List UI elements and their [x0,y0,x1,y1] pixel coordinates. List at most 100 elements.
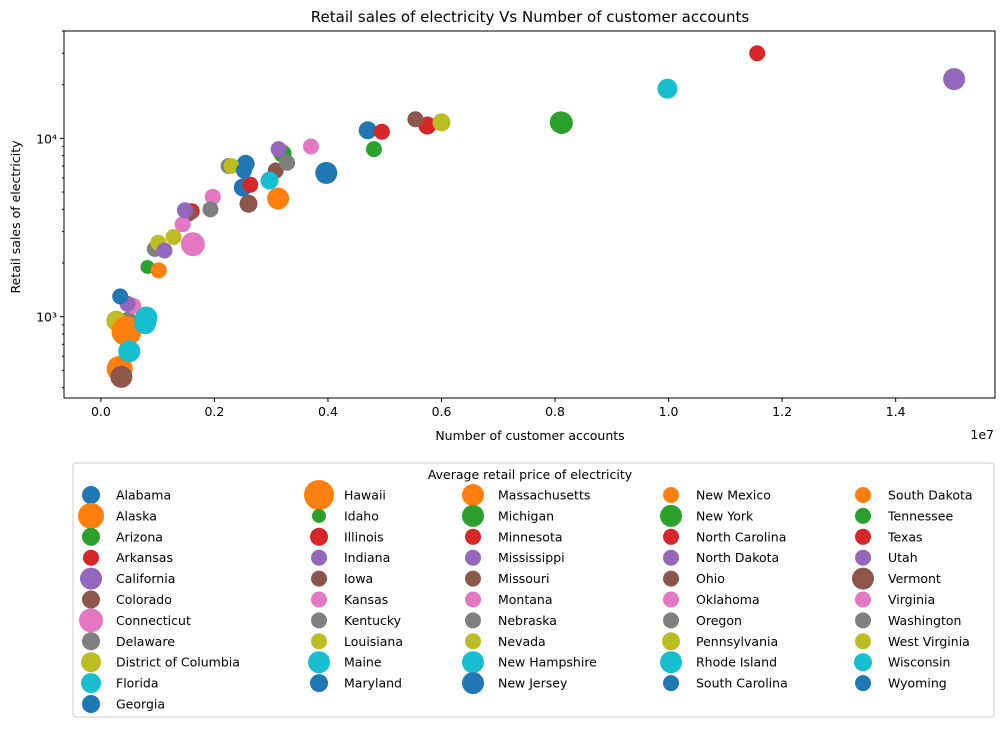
legend-marker-idaho [312,508,326,523]
legend-marker-alaska [78,502,104,529]
x-tick-label: 1.2 [772,404,792,419]
legend-label-virginia: Virginia [888,592,935,607]
legend-marker-washington [855,612,871,629]
legend-marker-tennessee [855,507,871,524]
legend-marker-delaware [82,632,100,651]
legend-label-wisconsin: Wisconsin [888,655,950,670]
x-tick-label: 0.4 [318,404,338,419]
legend-label-nebraska: Nebraska [498,613,557,628]
legend-label-south-dakota: South Dakota [888,488,973,503]
x-tick-label: 0.8 [545,404,565,419]
legend-label-iowa: Iowa [344,571,373,586]
x-tick-label: 0.2 [204,404,224,419]
legend-title: Average retail price of electricity [428,467,633,482]
x-axis-offset-label: 1e7 [970,427,994,442]
legend-label-connecticut: Connecticut [116,613,191,628]
legend-marker-florida [81,673,101,694]
point-minnesota [242,176,259,193]
legend-marker-wisconsin [854,653,872,672]
legend-label-alaska: Alaska [116,508,157,523]
legend-marker-new-york [660,504,682,527]
legend-label-texas: Texas [887,529,923,544]
point-south-dakota [118,320,135,337]
legend-marker-kansas [311,591,327,608]
legend-label-tennessee: Tennessee [887,508,953,523]
legend-label-alabama: Alabama [116,488,171,503]
legend-label-new-mexico: New Mexico [696,488,771,503]
legend-marker-indiana [311,549,327,566]
legend-marker-california [80,567,102,590]
legend-label-arkansas: Arkansas [116,550,173,565]
legend-marker-west-virginia [855,633,871,650]
chart-title: Retail sales of electricity Vs Number of… [311,8,750,26]
point-wyoming [112,288,129,305]
legend-marker-mississippi [465,549,481,566]
point-kansas [174,216,191,233]
legend-label-ohio: Ohio [696,571,725,586]
point-rhode-island [118,340,141,363]
legend-marker-massachusetts [462,484,484,506]
legend-marker-connecticut [79,608,103,633]
legend-label-minnesota: Minnesota [498,529,563,544]
legend-label-hawaii: Hawaii [344,488,386,503]
legend-marker-north-carolina [663,528,679,545]
legend-label-oklahoma: Oklahoma [696,592,760,607]
point-oregon [202,201,219,218]
x-tick-label: 1.4 [886,404,906,419]
legend-label-oregon: Oregon [696,613,742,628]
legend-marker-wyoming [855,675,871,692]
point-texas [749,45,766,62]
legend-label-colorado: Colorado [116,592,172,607]
legend-label-vermont: Vermont [888,571,941,586]
legend-label-district-of-columbia: District of Columbia [116,655,240,670]
legend-marker-oklahoma [663,591,679,608]
legend-marker-michigan [462,504,484,527]
legend-label-new-york: New York [696,508,754,523]
legend-marker-montana [465,591,481,608]
legend-label-florida: Florida [116,676,159,691]
legend-label-missouri: Missouri [498,571,549,586]
x-axis-label: Number of customer accounts [435,428,624,443]
legend-marker-new-mexico [663,487,679,503]
legend-label-new-hampshire: New Hampshire [498,655,597,670]
legend-label-massachusetts: Massachusetts [498,488,590,503]
legend-label-north-dakota: North Dakota [696,550,779,565]
point-oklahoma [204,188,221,205]
point-mississippi [176,202,193,219]
point-south-carolina [235,162,252,179]
point-new-york [550,111,573,134]
point-florida [657,78,678,99]
point-virginia [302,138,319,155]
point-new-mexico [150,262,167,279]
point-massachusetts [267,187,290,210]
legend-marker-south-dakota [855,487,871,503]
legend-marker-south-carolina [663,675,679,692]
y-tick-label: 10⁴ [36,131,57,146]
legend-marker-alabama [82,486,100,504]
point-california [943,68,966,91]
legend-label-south-carolina: South Carolina [696,676,788,691]
legend-label-michigan: Michigan [498,508,554,523]
point-utah [156,242,173,259]
legend-marker-ohio [663,570,679,587]
legend-marker-iowa [311,570,327,587]
legend-label-new-jersey: New Jersey [498,676,568,691]
legend-label-kentucky: Kentucky [344,613,402,628]
legend-marker-pennsylvania [662,632,680,651]
legend-marker-new-jersey [462,672,484,695]
legend-marker-virginia [855,591,871,608]
plot-frame [63,30,996,399]
legend-label-utah: Utah [888,550,918,565]
point-connecticut [180,232,205,257]
point-louisiana [223,157,240,174]
legend-label-louisiana: Louisiana [344,634,403,649]
legend-marker-maryland [310,674,328,693]
legend-marker-georgia [82,695,100,713]
legend-marker-vermont [852,567,874,590]
legend-label-illinois: Illinois [344,529,384,544]
legend-marker-kentucky [311,612,327,629]
legend-marker-missouri [465,570,481,587]
legend-label-rhode-island: Rhode Island [696,655,777,670]
